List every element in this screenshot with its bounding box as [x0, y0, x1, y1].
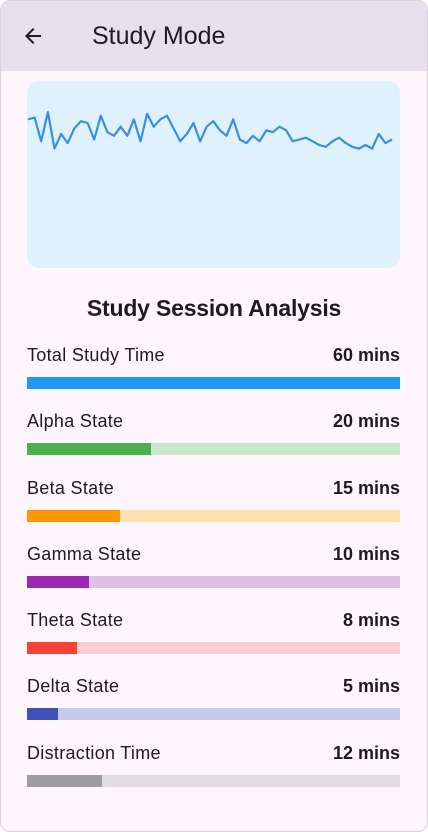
- progress-bar-track: [27, 377, 400, 389]
- progress-bar-track: [27, 708, 400, 721]
- progress-bar-fill: [27, 774, 102, 787]
- brainwave-chart: [27, 81, 400, 268]
- progress-bar-track: [27, 443, 400, 456]
- stat-label: Alpha State: [27, 411, 124, 432]
- stat-value: 10 mins: [332, 543, 400, 564]
- progress-bar-fill: [27, 377, 400, 389]
- progress-bar-track: [27, 642, 400, 655]
- stat-value: 8 mins: [342, 610, 400, 631]
- arrow-back-icon[interactable]: [19, 22, 47, 50]
- stat-value: 12 mins: [332, 742, 400, 763]
- stats-list: Total Study Time 60 mins Alpha State 20 min…: [27, 343, 400, 807]
- progress-bar-fill: [27, 708, 58, 721]
- stat-value: 20 mins: [332, 411, 400, 432]
- brainwave-line-svg: [27, 110, 393, 150]
- progress-bar-track: [27, 575, 400, 588]
- stat-value: 60 mins: [332, 345, 400, 365]
- stat-row: Delta State 5 mins: [27, 674, 400, 740]
- progress-bar-fill: [27, 642, 77, 655]
- page-title: Study Mode: [92, 22, 226, 50]
- stat-value: 5 mins: [342, 676, 400, 697]
- stat-row: Beta State 15 mins: [27, 476, 400, 542]
- stat-row: Gamma State 10 mins: [27, 542, 400, 608]
- progress-bar-fill: [27, 509, 121, 522]
- stat-row: Theta State 8 mins: [27, 608, 400, 674]
- stat-label: Total Study Time: [27, 345, 165, 365]
- section-heading: Study Session Analysis: [86, 295, 342, 321]
- stat-label: Gamma State: [27, 543, 142, 564]
- stat-label: Theta State: [27, 610, 124, 631]
- app-bar: Study Mode: [1, 1, 427, 71]
- stat-row: Distraction Time 12 mins: [27, 741, 400, 807]
- stat-label: Beta State: [27, 477, 115, 498]
- stat-label: Delta State: [27, 676, 120, 697]
- progress-bar-fill: [27, 575, 90, 588]
- stat-row: Total Study Time 60 mins: [27, 343, 400, 409]
- brainwave-line: [27, 110, 393, 150]
- progress-bar-track: [27, 509, 400, 522]
- progress-bar-fill: [27, 443, 152, 456]
- progress-bar-track: [27, 774, 400, 787]
- stat-row: Alpha State 20 mins: [27, 409, 400, 475]
- stat-label: Distraction Time: [27, 742, 161, 763]
- stat-value: 15 mins: [332, 477, 400, 498]
